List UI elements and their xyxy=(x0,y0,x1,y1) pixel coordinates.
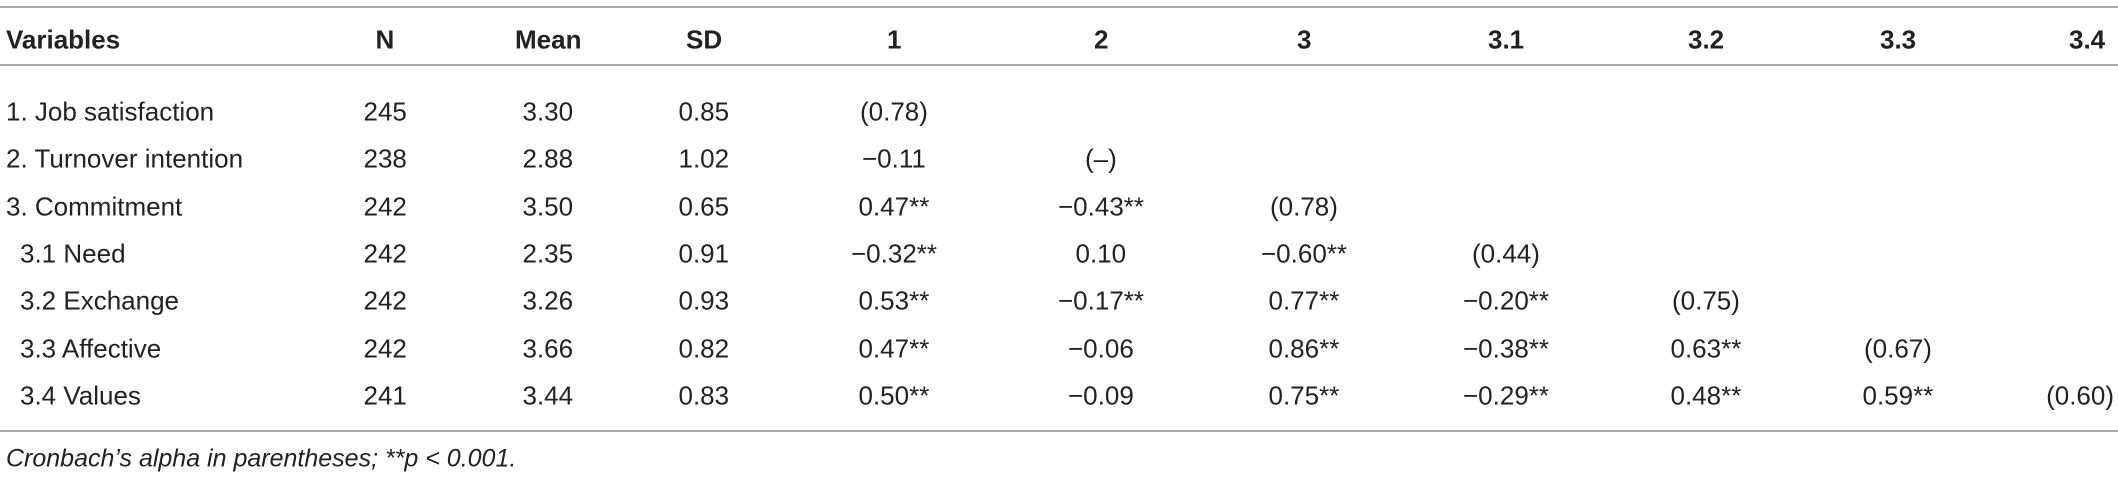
table-cell: −0.09 xyxy=(1068,380,1134,411)
table-cell: 0.65 xyxy=(678,191,730,222)
table-cell: (–) xyxy=(1085,143,1117,174)
table-cell: 3.50 xyxy=(522,191,574,222)
table-cell: −0.60** xyxy=(1261,238,1348,269)
table-cell: 3.30 xyxy=(522,96,574,127)
header-cell: 2 xyxy=(1094,24,1109,55)
table-cell: −0.11 xyxy=(862,143,926,174)
table-cell: 1.02 xyxy=(678,143,730,174)
table-cell: 2.35 xyxy=(522,238,574,269)
top-rule xyxy=(0,6,2118,8)
table-cell: 0.82 xyxy=(678,333,730,364)
table-cell: 238 xyxy=(363,143,407,174)
table-cell: 241 xyxy=(363,380,407,411)
table-cell: 245 xyxy=(363,96,407,127)
table-cell: 242 xyxy=(363,285,407,316)
table-cell: 2. Turnover intention xyxy=(6,143,244,174)
table-cell: 0.93 xyxy=(678,285,730,316)
header-cell: Mean xyxy=(515,24,582,55)
table-cell: −0.17** xyxy=(1058,285,1145,316)
table-cell: −0.06 xyxy=(1068,333,1134,364)
table-cell: 0.53** xyxy=(858,285,930,316)
table-cell: 0.85 xyxy=(678,96,730,127)
table-cell: 242 xyxy=(363,191,407,222)
table-cell: 3.3 Affective xyxy=(20,333,162,364)
table-cell: 3.44 xyxy=(522,380,574,411)
header-cell: SD xyxy=(686,24,723,55)
table-cell: 0.77** xyxy=(1268,285,1340,316)
footnote: Cronbach’s alpha in parentheses; **p < 0… xyxy=(6,444,517,473)
table-cell: 0.91 xyxy=(678,238,730,269)
header-cell: 3.1 xyxy=(1488,24,1525,55)
table-cell: 3.1 Need xyxy=(20,238,126,269)
table-cell: 0.48** xyxy=(1670,380,1742,411)
header-cell: 3.3 xyxy=(1880,24,1917,55)
header-cell: 1 xyxy=(887,24,902,55)
table-cell: 0.50** xyxy=(858,380,930,411)
table-cell: 3.66 xyxy=(522,333,574,364)
table-cell: (0.75) xyxy=(1672,285,1740,316)
table-cell: (0.67) xyxy=(1864,333,1932,364)
bottom-rule xyxy=(0,430,2118,432)
table-cell: (0.78) xyxy=(1270,191,1338,222)
header-cell: 3 xyxy=(1297,24,1312,55)
table-cell: −0.43** xyxy=(1058,191,1145,222)
table-cell: 0.59** xyxy=(1862,380,1934,411)
table-cell: 3.2 Exchange xyxy=(20,285,180,316)
table-cell: −0.38** xyxy=(1463,333,1550,364)
table-cell: 0.83 xyxy=(678,380,730,411)
table-cell: 3.26 xyxy=(522,285,574,316)
table-cell: 0.10 xyxy=(1075,238,1127,269)
table-cell: 2.88 xyxy=(522,143,574,174)
table-cell: 1. Job satisfaction xyxy=(6,96,215,127)
header-cell: 3.4 xyxy=(2069,24,2106,55)
table-cell: (0.78) xyxy=(860,96,928,127)
table-cell: 3. Commitment xyxy=(6,191,183,222)
table-cell: 242 xyxy=(363,333,407,364)
table-cell: (0.60) xyxy=(2046,380,2114,411)
header-rule xyxy=(0,64,2118,66)
table-cell: −0.32** xyxy=(851,238,938,269)
table-cell: −0.29** xyxy=(1463,380,1550,411)
table-cell: 0.86** xyxy=(1268,333,1340,364)
table-cell: 0.75** xyxy=(1268,380,1340,411)
header-cell: Variables xyxy=(6,24,121,55)
table-cell: 0.47** xyxy=(858,333,930,364)
table-cell: 0.47** xyxy=(858,191,930,222)
table-cell: −0.20** xyxy=(1463,285,1550,316)
table-cell: 242 xyxy=(363,238,407,269)
table-cell: 0.63** xyxy=(1670,333,1742,364)
table-cell: 3.4 Values xyxy=(20,380,141,411)
table-cell: (0.44) xyxy=(1472,238,1540,269)
header-cell: N xyxy=(375,24,395,55)
header-cell: 3.2 xyxy=(1688,24,1725,55)
